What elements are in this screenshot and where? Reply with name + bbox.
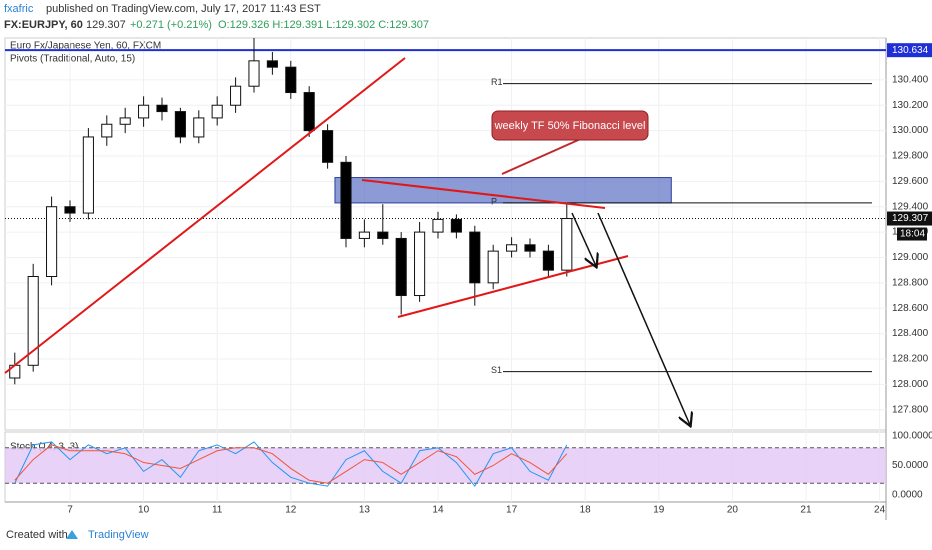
current-label: 129.307 [892, 213, 929, 224]
x-tick-label: 12 [285, 505, 297, 516]
candle-body [266, 60, 278, 68]
candle-body [230, 85, 242, 106]
footer-created: Created with [6, 529, 68, 541]
x-tick-label: 13 [359, 505, 371, 516]
y-tick-label: 130.200 [892, 100, 929, 111]
y-tick-label: 128.400 [892, 328, 929, 339]
published: published on TradingView.com, July 17, 2… [46, 3, 321, 15]
osc-tick-label: 50.0000 [892, 460, 929, 471]
osc-tick-label: 0.0000 [892, 490, 923, 501]
y-tick-label: 129.800 [892, 151, 929, 162]
candle-body [193, 117, 205, 138]
candle-body [101, 123, 113, 138]
y-tick-label: 129.000 [892, 252, 929, 263]
candle-body [469, 231, 481, 284]
hline-box [887, 43, 932, 58]
callout-text: weekly TF 50% Fibonacci level [494, 120, 646, 132]
zone [334, 177, 672, 204]
osc-line [14, 444, 568, 484]
candle-body [46, 206, 58, 277]
osc-line [14, 441, 568, 488]
x-tick-label: 21 [800, 505, 812, 516]
trend-line [4, 57, 406, 374]
y-tick-label: 130.000 [892, 125, 929, 136]
y-tick-label: 130.400 [892, 75, 929, 86]
candle-body [174, 111, 186, 138]
pivot-label: P [491, 196, 497, 206]
callout [491, 110, 649, 141]
current-box [887, 211, 932, 226]
x-tick-label: 14 [432, 505, 444, 516]
oscillator-title: Stoch (14, 3, 3) [10, 442, 78, 453]
pane-title: Euro Fx/Japanese Yen, 60, FXCM [10, 41, 161, 52]
callout-pointer [501, 136, 586, 175]
x-tick-label: 17 [506, 505, 518, 516]
candle-body [64, 206, 76, 214]
candle-body [506, 244, 518, 252]
candle-body [524, 244, 536, 252]
y-tick-label: 128.200 [892, 354, 929, 365]
y-tick-label: 129.600 [892, 176, 929, 187]
symbol: FX:EURJPY, 60 [4, 19, 83, 31]
trend-line [361, 179, 606, 209]
candle-body [395, 237, 407, 297]
arrow [597, 212, 690, 425]
x-tick-label: 10 [138, 505, 150, 516]
arrow [571, 212, 596, 266]
x-tick-label: 24 [874, 505, 886, 516]
ohlc: O:129.326 H:129.391 L:129.302 C:129.307 [218, 19, 429, 31]
pane-subtitle: Pivots (Traditional, Auto, 15) [10, 54, 135, 65]
y-tick-label: 128.000 [892, 379, 929, 390]
y-tick-label: 129.400 [892, 201, 929, 212]
candle-body [27, 275, 39, 366]
candle-body [322, 130, 334, 163]
y-tick-label: 127.800 [892, 404, 929, 415]
plot: 7 10 11 12 13 14 17 18 19 20 21 24 127.800 128.000 128… [5, 38, 932, 516]
x-tick-label: 18 [580, 505, 592, 516]
candle-body [248, 60, 260, 87]
x-tick-label: 19 [653, 505, 665, 516]
candle-body [82, 136, 94, 214]
candle-body [432, 218, 444, 233]
countdown-label: 18:04 [900, 229, 925, 240]
x-tick-label: 20 [727, 505, 739, 516]
candle-body [138, 104, 150, 119]
candle-body [561, 218, 573, 271]
candle-body [303, 92, 315, 132]
y-tick-label: 128.800 [892, 277, 929, 288]
pivot-label: S1 [491, 365, 502, 375]
footer-brand[interactable]: TradingView [88, 529, 149, 541]
candle-body [542, 250, 554, 271]
x-tick-label: 11 [212, 505, 223, 516]
candle-body [358, 231, 370, 239]
candle-body [285, 66, 297, 94]
change: +0.271 (+0.21%) [130, 19, 212, 31]
candle-body [340, 161, 352, 239]
x-tick-label: 7 [67, 505, 73, 516]
osc-tick-label: 100.0000 [892, 431, 932, 442]
pivot-label: R1 [491, 77, 503, 87]
author[interactable]: fxafric [4, 3, 34, 15]
candle-body [414, 231, 426, 297]
candle-body [377, 231, 389, 239]
countdown-box [897, 227, 927, 241]
candle-body [211, 104, 223, 119]
candle-body [119, 117, 131, 125]
last-price: 129.307 [86, 19, 126, 31]
candle-body [156, 104, 168, 113]
candle-body [450, 218, 462, 233]
candle-body [487, 250, 499, 284]
hline-label: 130.634 [892, 45, 929, 56]
logo [66, 530, 78, 539]
y-tick-label: 128.600 [892, 303, 929, 314]
